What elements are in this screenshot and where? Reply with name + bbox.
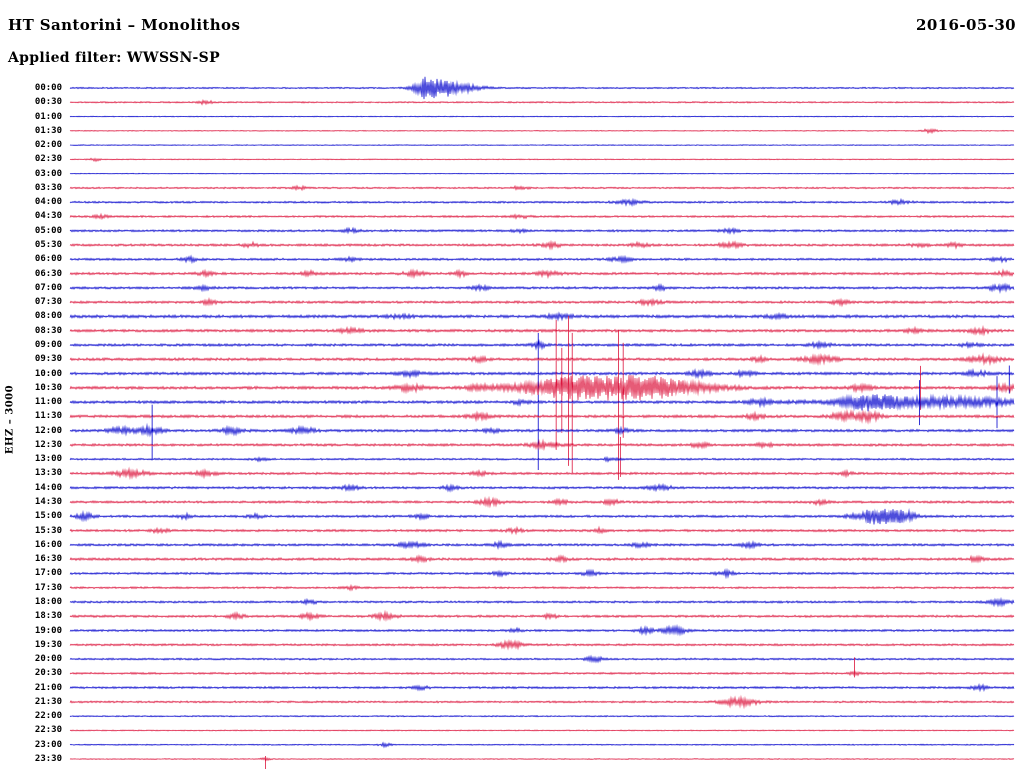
time-label: 14:00 <box>34 482 62 493</box>
time-label: 04:00 <box>34 197 62 208</box>
time-label: 09:30 <box>34 354 62 365</box>
time-label: 17:30 <box>34 582 62 593</box>
time-label: 19:00 <box>34 625 62 636</box>
time-label: 05:30 <box>34 240 62 251</box>
time-label: 04:30 <box>34 211 62 222</box>
time-label: 15:00 <box>34 511 62 522</box>
time-label: 12:30 <box>34 439 62 450</box>
time-label: 07:00 <box>34 282 62 293</box>
time-label: 16:00 <box>34 539 62 550</box>
time-label: 22:00 <box>34 711 62 722</box>
time-label: 19:30 <box>34 639 62 650</box>
time-label: 23:00 <box>34 739 62 750</box>
time-label: 01:30 <box>34 125 62 136</box>
time-label: 13:00 <box>34 454 62 465</box>
time-label: 16:30 <box>34 554 62 565</box>
time-label: 00:30 <box>34 97 62 108</box>
time-label: 06:00 <box>34 254 62 265</box>
time-label: 21:30 <box>34 696 62 707</box>
time-label: 18:30 <box>34 611 62 622</box>
time-label: 20:30 <box>34 668 62 679</box>
time-label: 07:30 <box>34 297 62 308</box>
time-label: 03:30 <box>34 182 62 193</box>
time-label: 06:30 <box>34 268 62 279</box>
time-label: 09:00 <box>34 339 62 350</box>
time-label: 10:30 <box>34 382 62 393</box>
time-label: 14:30 <box>34 497 62 508</box>
time-label: 21:00 <box>34 682 62 693</box>
time-label: 02:30 <box>34 154 62 165</box>
time-label: 13:30 <box>34 468 62 479</box>
time-label: 00:00 <box>34 83 62 93</box>
time-label: 11:00 <box>34 397 62 408</box>
time-label: 10:00 <box>34 368 62 379</box>
time-label: 17:00 <box>34 568 62 579</box>
time-label: 23:30 <box>34 754 62 765</box>
applied-filter-label: Applied filter: WWSSN-SP <box>8 50 220 66</box>
time-axis-labels: 00:00 00:30 01:00 01:30 02:00 02:30 03:00 03:30… <box>0 0 62 780</box>
time-label: 05:00 <box>34 225 62 236</box>
time-label: 15:30 <box>34 525 62 536</box>
time-label: 08:00 <box>34 311 62 322</box>
time-label: 12:00 <box>34 425 62 436</box>
time-label: 22:30 <box>34 725 62 736</box>
time-label: 01:00 <box>34 111 62 122</box>
time-label: 11:30 <box>34 411 62 422</box>
time-label: 02:00 <box>34 140 62 151</box>
time-label: 08:30 <box>34 325 62 336</box>
time-label: 20:00 <box>34 654 62 665</box>
time-label: 03:00 <box>34 168 62 179</box>
station-title: HT Santorini – Monolithos <box>8 16 241 34</box>
time-label: 18:00 <box>34 596 62 607</box>
record-date: 2016-05-30 <box>916 16 1016 34</box>
